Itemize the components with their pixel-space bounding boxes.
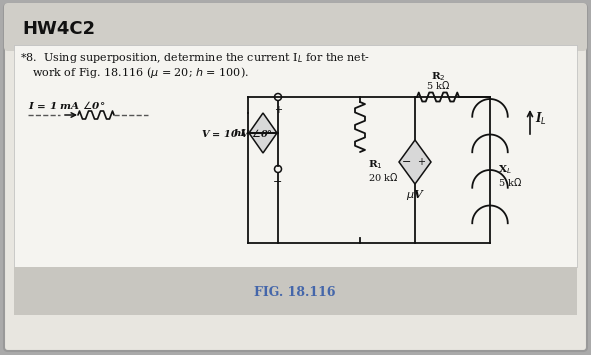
Text: *8.  Using superposition, determine the current I$_L$ for the net-: *8. Using superposition, determine the c… <box>20 51 371 65</box>
Text: R$_1$: R$_1$ <box>368 159 383 171</box>
Text: X$_L$: X$_L$ <box>498 164 512 176</box>
Text: $\mu$V: $\mu$V <box>405 188 424 202</box>
Polygon shape <box>249 113 277 153</box>
Bar <box>8 8 583 45</box>
Text: −: − <box>273 177 282 187</box>
Text: 5 k$\Omega$: 5 k$\Omega$ <box>426 79 450 91</box>
Polygon shape <box>399 140 431 184</box>
Text: V = 10 V $\angle$0°: V = 10 V $\angle$0° <box>201 127 273 139</box>
Text: I$_L$: I$_L$ <box>535 111 547 127</box>
Text: +: + <box>417 157 425 167</box>
Text: −: − <box>402 157 412 167</box>
Text: work of Fig. 18.116 ($\mu$ = 20; $h$ = 100).: work of Fig. 18.116 ($\mu$ = 20; $h$ = 1… <box>32 65 249 80</box>
Text: +: + <box>274 105 282 115</box>
Text: R$_2$: R$_2$ <box>431 70 445 83</box>
Text: HW4C2: HW4C2 <box>22 20 95 38</box>
Bar <box>14 45 577 267</box>
FancyBboxPatch shape <box>4 4 587 351</box>
Text: 20 k$\Omega$: 20 k$\Omega$ <box>368 171 398 183</box>
Text: FIG. 18.116: FIG. 18.116 <box>254 285 336 299</box>
Text: I = 1 mA $\angle$0°: I = 1 mA $\angle$0° <box>28 99 105 111</box>
FancyBboxPatch shape <box>4 3 587 51</box>
Bar <box>14 267 577 315</box>
Text: hI: hI <box>233 129 246 137</box>
Text: 5 k$\Omega$: 5 k$\Omega$ <box>498 176 522 188</box>
